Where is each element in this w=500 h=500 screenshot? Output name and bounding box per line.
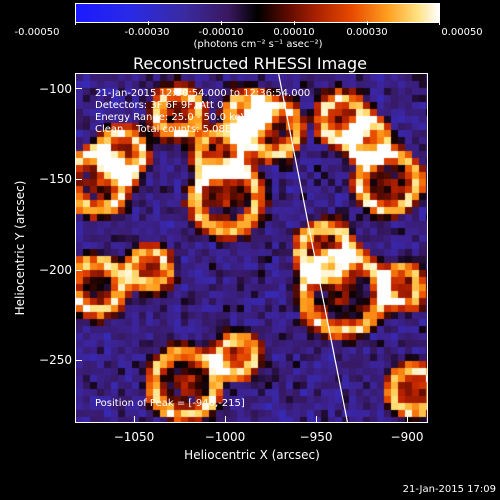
x-tick-mark: [316, 416, 317, 423]
y-tick-mark: [75, 360, 82, 361]
x-tick-mark: [134, 416, 135, 423]
x-tick-label: −900: [390, 430, 424, 444]
colorbar-tick: [148, 21, 149, 25]
time-range-text: 21-Jan-2015 12:30:54.000 to 12:36:54.000: [95, 88, 311, 99]
colorbar-tick-label: 0.00010: [273, 27, 315, 38]
peak-position-text: Position of Peak = [-940,-215]: [95, 398, 245, 409]
energy-range-text: Energy Range: 25.0 - 50.0 keV: [95, 112, 248, 123]
y-tick-label: −200: [39, 263, 72, 277]
colorbar-tick: [294, 21, 295, 25]
x-tick-label: −950: [299, 430, 333, 444]
colorbar-tick-label: -0.00010: [198, 27, 244, 38]
colorbar-tick-label: -0.00050: [14, 27, 60, 38]
colorbar: [75, 3, 440, 23]
x-axis-label: Heliocentric X (arcsec): [184, 448, 320, 462]
render-timestamp: 21-Jan-2015 17:09: [402, 484, 496, 495]
y-axis-label: Heliocentric Y (arcsec): [13, 180, 27, 316]
colorbar-tick: [75, 21, 76, 25]
colorbar-tick-label: 0.00050: [441, 27, 483, 38]
y-tick-mark: [75, 88, 82, 89]
clean-counts-text: Clean Total counts: 5.08E+03: [95, 124, 253, 135]
colorbar-tick-label: -0.00030: [124, 27, 170, 38]
colorbar-tick: [439, 21, 440, 25]
y-tick-label: −100: [39, 82, 72, 96]
x-tick-label: −1050: [113, 430, 155, 444]
solar-limb-line: [278, 74, 348, 422]
y-tick-mark: [75, 179, 82, 180]
x-tick-label: −1000: [204, 430, 246, 444]
chart-title: Reconstructed RHESSI Image: [133, 54, 367, 73]
y-tick-label: −250: [39, 353, 72, 367]
heatmap-image: [76, 74, 427, 422]
plot-area: 21-Jan-2015 12:30:54.000 to 12:36:54.000…: [75, 73, 428, 423]
detectors-text: Detectors: 3F 6F 9F, Att 0: [95, 100, 224, 111]
colorbar-tick: [367, 21, 368, 25]
x-tick-mark: [225, 416, 226, 423]
y-tick-mark: [75, 270, 82, 271]
colorbar-units: (photons cm⁻² s⁻¹ asec⁻²): [193, 39, 323, 50]
x-tick-mark: [407, 416, 408, 423]
colorbar-tick: [221, 21, 222, 25]
limb-overlay: [278, 74, 348, 422]
y-tick-label: −150: [39, 172, 72, 186]
colorbar-tick-label: 0.00030: [346, 27, 388, 38]
